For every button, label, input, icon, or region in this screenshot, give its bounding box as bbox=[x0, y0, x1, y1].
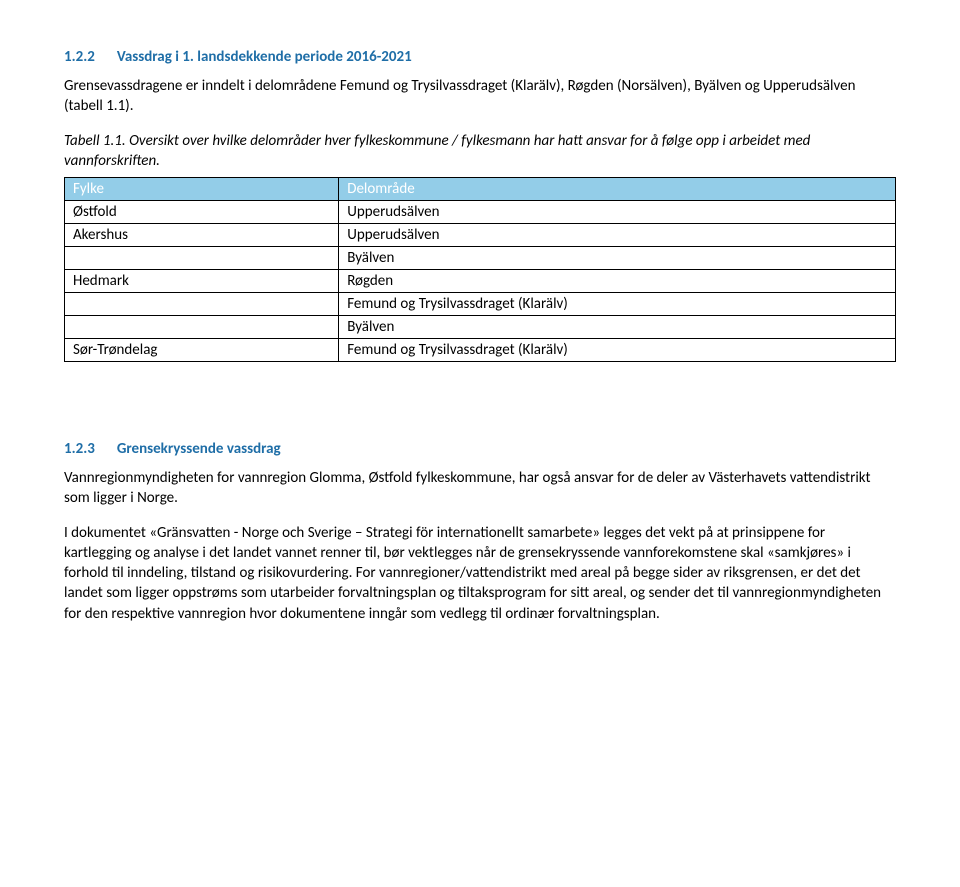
table-row: ØstfoldUpperudsälven bbox=[65, 201, 896, 224]
section-title-1: Vassdrag i 1. landsdekkende periode 2016… bbox=[117, 48, 412, 66]
table-cell: Østfold bbox=[65, 201, 339, 224]
table-header-row: Fylke Delområde bbox=[65, 178, 896, 201]
table-row: Byälven bbox=[65, 316, 896, 339]
table-cell: Akershus bbox=[65, 224, 339, 247]
paragraph-3: Vannregionmyndigheten for vannregion Glo… bbox=[64, 468, 896, 509]
table-cell: Upperudsälven bbox=[339, 224, 896, 247]
table-cell bbox=[65, 247, 339, 270]
table-row: Femund og Trysilvassdraget (Klarälv) bbox=[65, 293, 896, 316]
paragraph-4: I dokumentet «Gränsvatten - Norge och Sv… bbox=[64, 523, 896, 624]
table-row: Byälven bbox=[65, 247, 896, 270]
table-cell: Femund og Trysilvassdraget (Klarälv) bbox=[339, 293, 896, 316]
paragraph-1: Grensevassdragene er inndelt i delområde… bbox=[64, 76, 896, 117]
table-cell: Byälven bbox=[339, 247, 896, 270]
table-cell: Upperudsälven bbox=[339, 201, 896, 224]
table-cell: Røgden bbox=[339, 270, 896, 293]
table-cell: Hedmark bbox=[65, 270, 339, 293]
table-cell bbox=[65, 293, 339, 316]
section-heading-2: 1.2.3 Grensekryssende vassdrag bbox=[64, 440, 896, 458]
section-number-1: 1.2.2 bbox=[64, 48, 95, 66]
table-body: ØstfoldUpperudsälvenAkershusUpperudsälve… bbox=[65, 201, 896, 362]
table-cell: Femund og Trysilvassdraget (Klarälv) bbox=[339, 339, 896, 362]
table-cell bbox=[65, 316, 339, 339]
table-cell: Byälven bbox=[339, 316, 896, 339]
table-row: HedmarkRøgden bbox=[65, 270, 896, 293]
table-row: Sør-TrøndelagFemund og Trysilvassdraget … bbox=[65, 339, 896, 362]
table-row: AkershusUpperudsälven bbox=[65, 224, 896, 247]
section-heading-1: 1.2.2 Vassdrag i 1. landsdekkende periode… bbox=[64, 48, 896, 66]
section-title-2: Grensekryssende vassdrag bbox=[117, 440, 281, 458]
table-cell: Sør-Trøndelag bbox=[65, 339, 339, 362]
fylke-delomrade-table: Fylke Delområde ØstfoldUpperudsälvenAker… bbox=[64, 177, 896, 362]
section-number-2: 1.2.3 bbox=[64, 440, 95, 458]
table-header-delomrade: Delområde bbox=[339, 178, 896, 201]
table-caption: Tabell 1.1. Oversikt over hvilke delområ… bbox=[64, 131, 896, 172]
spacer bbox=[64, 404, 896, 440]
table-header-fylke: Fylke bbox=[65, 178, 339, 201]
